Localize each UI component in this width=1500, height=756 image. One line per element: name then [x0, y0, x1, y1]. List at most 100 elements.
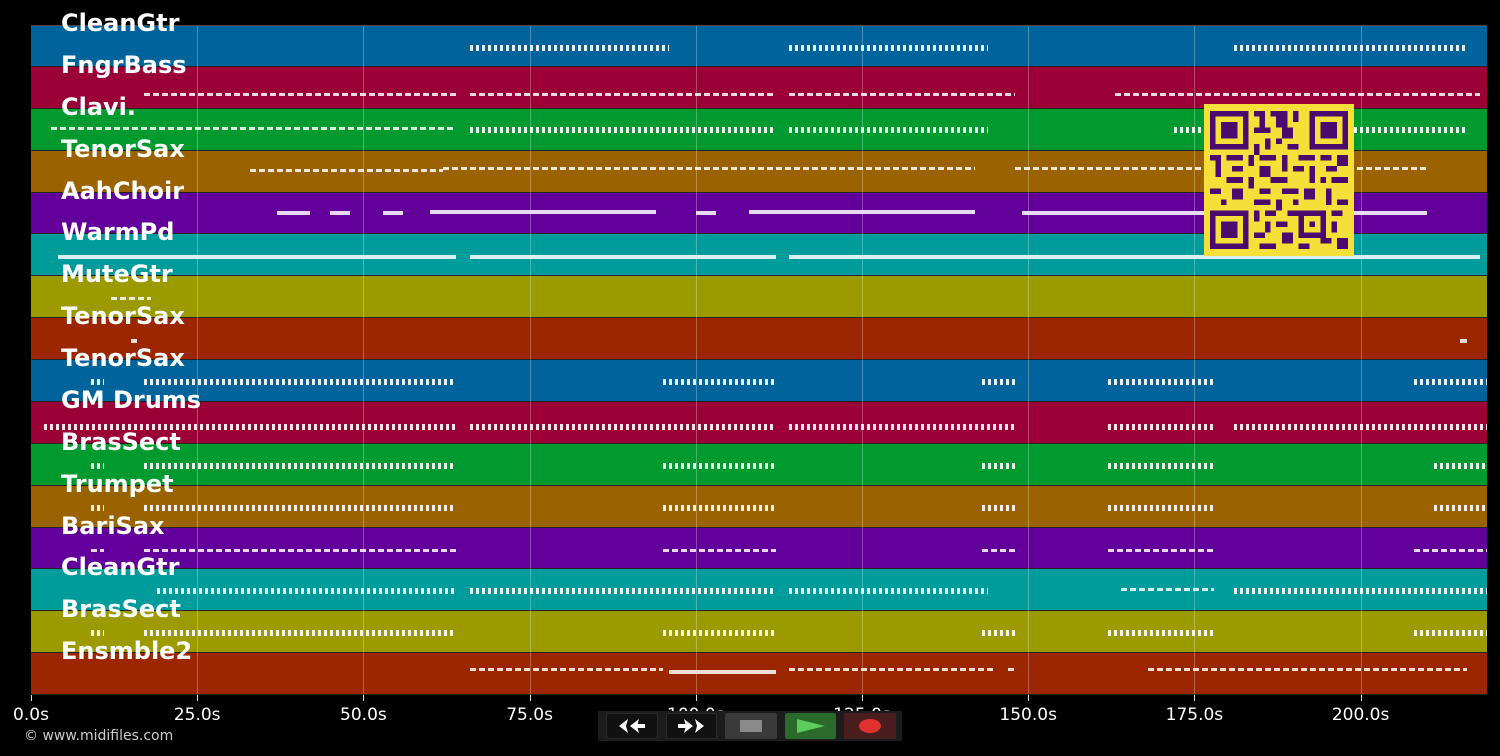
note-cluster	[662, 504, 776, 511]
note-cluster	[144, 504, 457, 511]
track-separator	[31, 359, 1487, 360]
note-cluster	[1433, 462, 1487, 469]
track-lane[interactable]	[31, 569, 1487, 612]
note-cluster	[469, 255, 776, 260]
stop-icon	[740, 720, 763, 732]
axis-tick	[31, 695, 32, 701]
track-separator	[31, 191, 1487, 193]
note-cluster	[57, 255, 457, 260]
note-cluster	[443, 166, 975, 170]
note-cluster	[669, 670, 776, 675]
note-cluster	[157, 588, 457, 595]
axis-tick-label: 75.0s	[506, 705, 553, 725]
copyright-text: © www.midifiles.com	[24, 728, 174, 744]
record-icon	[859, 719, 882, 733]
track-label: TenorSax	[61, 134, 185, 163]
rewind-button[interactable]	[606, 713, 658, 739]
note-cluster	[1008, 668, 1015, 672]
note-cluster	[981, 630, 1015, 637]
note-cluster	[469, 92, 776, 96]
note-cluster	[44, 423, 457, 430]
axis-tick-label: 50.0s	[340, 705, 387, 725]
note-cluster	[1147, 668, 1467, 672]
note-cluster	[1107, 379, 1215, 385]
note-cluster	[250, 168, 444, 172]
note-cluster	[144, 379, 457, 385]
track-lane[interactable]	[31, 360, 1487, 402]
track-separator	[31, 694, 1487, 695]
note-cluster	[90, 630, 105, 637]
track-label: TenorSax	[61, 302, 185, 331]
note-cluster	[1234, 45, 1467, 51]
track-separator	[31, 442, 1487, 444]
note-cluster	[1460, 339, 1467, 344]
track-separator	[31, 275, 1487, 277]
note-cluster	[90, 379, 105, 385]
note-cluster	[469, 45, 670, 51]
note-cluster	[50, 126, 457, 130]
note-cluster	[144, 548, 457, 552]
note-cluster	[1413, 630, 1487, 637]
note-cluster	[1114, 92, 1481, 96]
note-cluster	[469, 126, 776, 133]
axis-tick	[1194, 695, 1196, 701]
note-cluster	[144, 92, 457, 96]
note-cluster	[469, 423, 776, 430]
record-button[interactable]	[844, 713, 896, 739]
track-separator	[31, 652, 1487, 654]
note-cluster	[90, 548, 105, 552]
note-cluster	[1107, 462, 1215, 469]
qr-code	[1204, 104, 1354, 256]
axis-tick	[695, 695, 697, 701]
axis-tick	[197, 695, 199, 701]
axis-tick	[363, 695, 365, 701]
note-cluster	[1413, 548, 1487, 552]
qr-code-icon	[1210, 111, 1348, 249]
track-label: Trumpet	[61, 469, 174, 498]
note-cluster	[276, 210, 311, 215]
track-lane[interactable]	[31, 66, 1487, 109]
note-cluster	[469, 588, 776, 595]
track-label: AahChoir	[61, 176, 185, 205]
track-lane[interactable]	[31, 443, 1487, 486]
note-cluster	[1107, 504, 1215, 511]
note-cluster	[1121, 588, 1215, 592]
note-cluster	[981, 504, 1015, 511]
track-label: CleanGtr	[61, 553, 180, 582]
note-cluster	[748, 209, 975, 214]
track-lane[interactable]	[31, 653, 1487, 695]
track-label: TenorSax	[61, 344, 185, 372]
note-cluster	[130, 339, 138, 344]
note-cluster	[662, 548, 776, 552]
track-lane[interactable]	[31, 401, 1487, 444]
note-cluster	[788, 255, 1481, 260]
track-lane[interactable]	[31, 611, 1487, 654]
note-cluster	[788, 668, 995, 672]
axis-tick-label: 150.0s	[999, 705, 1057, 725]
axis-tick	[1028, 695, 1030, 701]
note-cluster	[1234, 423, 1487, 430]
note-cluster	[981, 379, 1015, 385]
note-cluster	[1107, 630, 1215, 637]
play-icon	[796, 719, 825, 733]
axis-tick-label: 200.0s	[1331, 705, 1390, 725]
track-separator	[31, 568, 1487, 570]
plot-border	[31, 25, 1487, 695]
track-label: BrasSect	[61, 595, 181, 624]
note-cluster	[144, 630, 457, 637]
note-cluster	[662, 379, 776, 385]
stop-button[interactable]	[725, 713, 777, 739]
rewind-icon	[618, 719, 645, 733]
track-separator	[31, 400, 1487, 402]
play-button[interactable]	[784, 713, 837, 739]
transport-controls	[598, 711, 902, 741]
fast-forward-button[interactable]	[665, 713, 718, 739]
axis-tick	[1360, 695, 1362, 701]
axis-tick-label: 25.0s	[173, 705, 221, 725]
track-label: BrasSect	[61, 427, 181, 456]
note-cluster	[90, 462, 105, 469]
axis-tick	[529, 695, 531, 701]
track-label: Clavi.	[61, 92, 137, 121]
note-cluster	[1107, 548, 1215, 552]
note-cluster	[1413, 379, 1487, 385]
